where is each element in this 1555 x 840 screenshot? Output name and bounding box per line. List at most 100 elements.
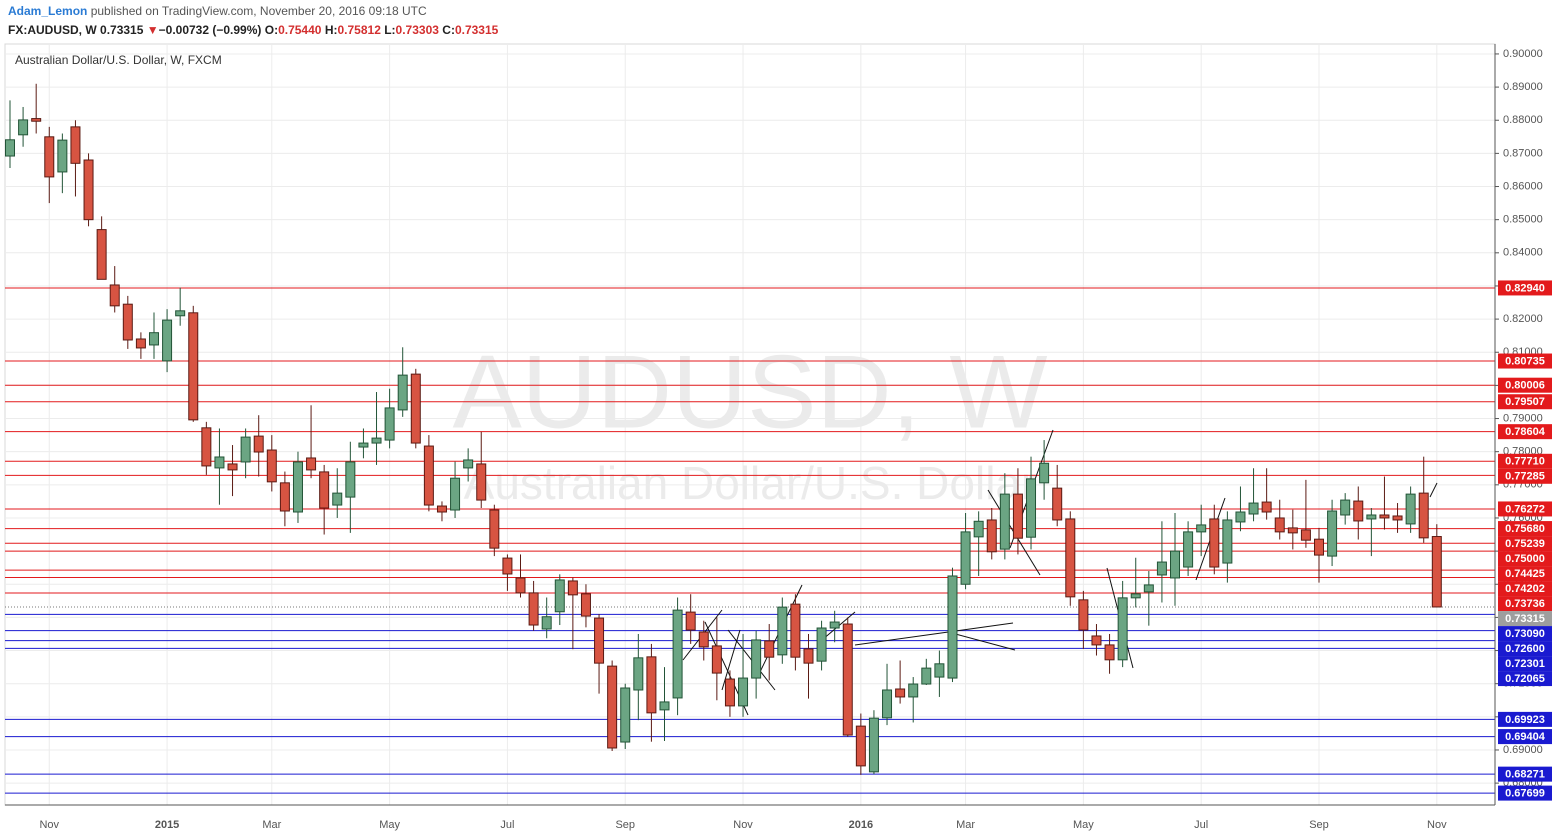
candle-body — [1078, 599, 1089, 631]
candle-body — [999, 493, 1010, 550]
candle-body — [947, 575, 958, 679]
candle-body — [659, 701, 670, 711]
candle-body — [580, 593, 591, 617]
level-label: 0.68271 — [1505, 769, 1545, 781]
level-label-box — [1498, 424, 1552, 440]
ohlc-value: 0.73303 — [395, 23, 439, 37]
header-line: Adam_Lemon published on TradingView.com,… — [8, 2, 498, 21]
candle-body — [332, 492, 343, 506]
price-axis — [1495, 44, 1555, 840]
candle-body — [96, 229, 107, 280]
candle-body — [1065, 518, 1076, 598]
candle-body — [528, 592, 539, 626]
level-label: 0.78604 — [1505, 426, 1546, 438]
y-tick-label: 0.88000 — [1503, 114, 1543, 126]
candle-body — [122, 303, 133, 341]
candle-body — [973, 520, 984, 538]
arrow: ▼ — [146, 23, 159, 37]
level-label-box — [1498, 711, 1552, 727]
candle-body — [633, 657, 644, 691]
ohlc-label: L: — [384, 23, 396, 37]
x-tick-label: Sep — [615, 819, 635, 831]
candle-body — [777, 606, 788, 656]
candle-body — [1052, 487, 1063, 521]
candle-body — [816, 627, 827, 662]
candle-body — [790, 603, 801, 658]
level-label: 0.73315 — [1505, 613, 1545, 625]
candle-body — [855, 725, 866, 767]
candle-body — [803, 648, 814, 664]
candle-body — [554, 579, 565, 613]
level-label-box — [1498, 551, 1552, 567]
level-label: 0.69404 — [1505, 731, 1546, 743]
y-tick-label: 0.86000 — [1503, 180, 1543, 192]
level-label: 0.72600 — [1505, 643, 1545, 655]
y-tick-label: 0.85000 — [1503, 214, 1543, 226]
candle-body — [1418, 492, 1429, 539]
candle-body — [895, 688, 906, 698]
candle-body — [685, 611, 696, 631]
x-tick-label: Sep — [1309, 819, 1329, 831]
author[interactable]: Adam_Lemon — [8, 4, 88, 18]
candle-body — [567, 580, 578, 596]
published: published on TradingView.com, November 2… — [90, 4, 427, 18]
symbol-line: FX:AUDUSD, W 0.73315 ▼−0.00732 (−0.99%) … — [8, 21, 498, 40]
level-label-box — [1498, 785, 1552, 801]
candle-body — [5, 139, 15, 157]
level-label-box — [1498, 656, 1552, 672]
candle-body — [829, 621, 840, 629]
x-tick-label: Jul — [500, 819, 514, 831]
candle-body — [1156, 561, 1167, 576]
candle-body — [358, 442, 369, 448]
candles — [5, 83, 1442, 775]
candle-body — [175, 310, 186, 317]
candle-body — [672, 609, 683, 699]
level-label: 0.79507 — [1505, 396, 1545, 408]
candle-body — [934, 663, 945, 678]
candle-body — [1091, 635, 1102, 646]
level-label: 0.77285 — [1505, 471, 1545, 483]
candle-body — [1261, 501, 1272, 513]
x-tick-label: May — [1073, 819, 1094, 831]
header: Adam_Lemon published on TradingView.com,… — [8, 2, 498, 40]
y-tick-label: 0.89000 — [1503, 81, 1543, 93]
candle-body — [1314, 538, 1324, 556]
level-label: 0.75000 — [1505, 553, 1545, 565]
candle-body — [764, 640, 775, 658]
level-label-box — [1498, 521, 1552, 537]
candle-body — [476, 463, 487, 501]
candle-body — [162, 319, 173, 362]
symbol: FX:AUDUSD, W — [8, 23, 97, 37]
candle-body — [594, 617, 605, 664]
candle-body — [502, 557, 513, 575]
candle-body — [371, 437, 382, 444]
candle-body — [384, 407, 395, 441]
level-label-box — [1498, 394, 1552, 410]
level-label-box — [1498, 626, 1552, 642]
candle-body — [227, 463, 238, 471]
candle-body — [1012, 493, 1023, 539]
y-tick-label: 0.87000 — [1503, 147, 1543, 159]
candle-body — [266, 449, 277, 483]
level-label-box — [1498, 536, 1552, 552]
candle-body — [18, 119, 29, 136]
candle-body — [882, 689, 893, 719]
level-label-box — [1498, 280, 1552, 296]
change: −0.00732 (−0.99%) — [158, 23, 262, 37]
candle-body — [253, 435, 264, 453]
trend-line — [1429, 482, 1438, 498]
level-label-box — [1498, 468, 1552, 484]
candle-body — [463, 459, 474, 469]
candle-body — [188, 312, 199, 421]
candle-body — [397, 374, 408, 411]
candle-body — [1222, 519, 1233, 564]
level-label-box — [1498, 377, 1552, 393]
level-label: 0.80735 — [1505, 355, 1545, 367]
y-tick-label: 0.84000 — [1503, 247, 1543, 259]
candle-body — [868, 717, 879, 773]
y-tick-label: 0.90000 — [1503, 48, 1543, 60]
levels — [5, 287, 1495, 794]
ohlc-value: 0.75440 — [278, 23, 322, 37]
candle-body — [1039, 462, 1050, 484]
level-label: 0.74425 — [1505, 568, 1545, 580]
